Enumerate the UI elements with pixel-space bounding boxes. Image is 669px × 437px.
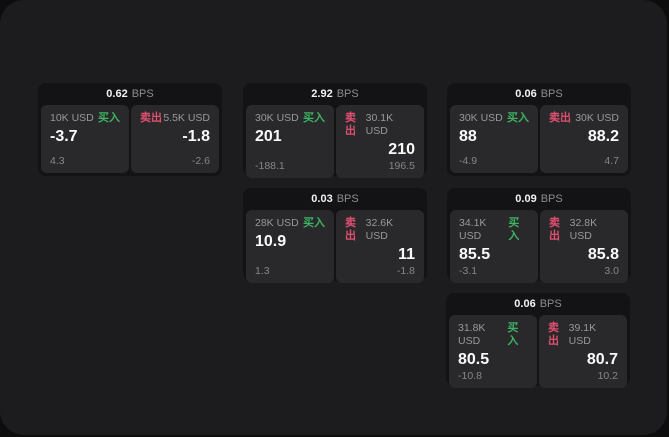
sell-main-value: 11 — [398, 246, 415, 263]
sell-side-label: 卖出 — [549, 112, 571, 124]
bps-header: 0.06 BPS — [449, 293, 627, 315]
sell-sub-value: 3.0 — [604, 265, 619, 277]
buy-side-label: 买入 — [98, 112, 120, 124]
buy-main-value: 85.5 — [459, 246, 491, 263]
sell-main-value: -1.8 — [182, 128, 210, 145]
sell-main-value: 85.8 — [587, 246, 619, 263]
sell-side-label: 卖出 — [345, 112, 356, 137]
bps-unit: BPS — [131, 88, 154, 100]
sell-amount-label: 30K USD — [575, 112, 619, 124]
sell-quote-panel[interactable]: 卖出 39.1K USD 80.7 10.2 — [539, 315, 627, 388]
buy-side-label: 买入 — [303, 112, 325, 124]
buy-amount-label: 34.1K USD — [459, 217, 487, 242]
bps-unit: BPS — [539, 298, 562, 310]
bps-value: 0.62 — [106, 88, 128, 100]
sell-sub-value: -1.8 — [396, 265, 415, 277]
bps-unit: BPS — [336, 88, 359, 100]
quote-card: 0.62 BPS 10K USD 买入 -3.7 4.3 卖出 5.5K USD… — [38, 83, 222, 176]
quote-body: 30K USD 买入 88 -4.9 卖出 30K USD 88.2 4.7 — [450, 105, 628, 173]
buy-side-label: 买入 — [303, 217, 325, 229]
buy-amount-label: 31.8K USD — [458, 322, 486, 347]
buy-sub-value: -10.8 — [458, 370, 482, 382]
buy-quote-panel[interactable]: 30K USD 买入 201 -188.1 — [246, 105, 334, 178]
buy-quote-panel[interactable]: 10K USD 买入 -3.7 4.3 — [41, 105, 129, 173]
sell-quote-panel[interactable]: 卖出 5.5K USD -1.8 -2.6 — [131, 105, 219, 173]
buy-sub-value: -4.9 — [459, 155, 478, 167]
quote-body: 28K USD 买入 10.9 1.3 卖出 32.6K USD 11 -1.8 — [246, 210, 424, 283]
buy-sub-value: -3.1 — [459, 265, 478, 277]
quote-card: 0.09 BPS 34.1K USD 买入 85.5 -3.1 卖出 32.8K… — [447, 188, 631, 283]
buy-side-label: 买入 — [508, 217, 520, 242]
bps-header: 2.92 BPS — [246, 83, 424, 105]
quote-card: 0.06 BPS 31.8K USD 买入 80.5 -10.8 卖出 39.1… — [446, 293, 630, 388]
sell-main-value: 210 — [388, 141, 415, 158]
buy-amount-label: 10K USD — [50, 112, 94, 124]
buy-main-value: 80.5 — [458, 351, 490, 368]
sell-amount-label: 32.6K USD — [365, 217, 394, 242]
buy-main-value: -3.7 — [50, 128, 78, 145]
quote-body: 34.1K USD 买入 85.5 -3.1 卖出 32.8K USD 85.8… — [450, 210, 628, 283]
sell-main-value: 80.7 — [586, 351, 618, 368]
sell-sub-value: 4.7 — [604, 155, 619, 167]
sell-quote-panel[interactable]: 卖出 32.6K USD 11 -1.8 — [336, 210, 424, 283]
bps-header: 0.03 BPS — [246, 188, 424, 210]
bps-header: 0.06 BPS — [450, 83, 628, 105]
buy-side-label: 买入 — [507, 322, 519, 347]
bps-value: 0.06 — [514, 298, 536, 310]
sell-quote-panel[interactable]: 卖出 30.1K USD 210 196.5 — [336, 105, 424, 178]
quote-card: 2.92 BPS 30K USD 买入 201 -188.1 卖出 30.1K … — [243, 83, 427, 178]
bps-value: 0.09 — [515, 193, 537, 205]
sell-side-label: 卖出 — [140, 112, 162, 124]
sell-quote-panel[interactable]: 卖出 32.8K USD 85.8 3.0 — [540, 210, 628, 283]
quote-body: 10K USD 买入 -3.7 4.3 卖出 5.5K USD -1.8 -2.… — [41, 105, 219, 173]
bps-unit: BPS — [540, 88, 563, 100]
bps-header: 0.09 BPS — [450, 188, 628, 210]
buy-amount-label: 30K USD — [255, 112, 299, 124]
bps-unit: BPS — [336, 193, 359, 205]
buy-amount-label: 28K USD — [255, 217, 299, 229]
buy-side-label: 买入 — [507, 112, 529, 124]
bps-value: 0.03 — [311, 193, 333, 205]
bps-value: 0.06 — [515, 88, 537, 100]
buy-quote-panel[interactable]: 28K USD 买入 10.9 1.3 — [246, 210, 334, 283]
sell-amount-label: 32.8K USD — [569, 217, 598, 242]
buy-sub-value: 1.3 — [255, 265, 270, 277]
buy-amount-label: 30K USD — [459, 112, 503, 124]
buy-quote-panel[interactable]: 34.1K USD 买入 85.5 -3.1 — [450, 210, 538, 283]
sell-main-value: 88.2 — [587, 128, 619, 145]
quote-card: 0.06 BPS 30K USD 买入 88 -4.9 卖出 30K USD 8… — [447, 83, 631, 176]
buy-main-value: 88 — [459, 128, 477, 145]
buy-main-value: 201 — [255, 128, 282, 145]
sell-sub-value: -2.6 — [191, 155, 210, 167]
buy-main-value: 10.9 — [255, 233, 287, 250]
bps-header: 0.62 BPS — [41, 83, 219, 105]
sell-amount-label: 5.5K USD — [163, 112, 210, 124]
buy-quote-panel[interactable]: 31.8K USD 买入 80.5 -10.8 — [449, 315, 537, 388]
quote-body: 31.8K USD 买入 80.5 -10.8 卖出 39.1K USD 80.… — [449, 315, 627, 388]
sell-amount-label: 39.1K USD — [568, 322, 597, 347]
buy-sub-value: 4.3 — [50, 155, 65, 167]
bps-value: 2.92 — [311, 88, 333, 100]
sell-sub-value: 10.2 — [597, 370, 618, 382]
buy-sub-value: -188.1 — [255, 160, 285, 172]
sell-amount-label: 30.1K USD — [365, 112, 394, 137]
sell-side-label: 卖出 — [548, 322, 559, 347]
sell-side-label: 卖出 — [549, 217, 560, 242]
quote-body: 30K USD 买入 201 -188.1 卖出 30.1K USD 210 1… — [246, 105, 424, 178]
bps-unit: BPS — [540, 193, 563, 205]
quote-card: 0.03 BPS 28K USD 买入 10.9 1.3 卖出 32.6K US… — [243, 188, 427, 283]
sell-side-label: 卖出 — [345, 217, 356, 242]
sell-quote-panel[interactable]: 卖出 30K USD 88.2 4.7 — [540, 105, 628, 173]
buy-quote-panel[interactable]: 30K USD 买入 88 -4.9 — [450, 105, 538, 173]
sell-sub-value: 196.5 — [388, 160, 415, 172]
